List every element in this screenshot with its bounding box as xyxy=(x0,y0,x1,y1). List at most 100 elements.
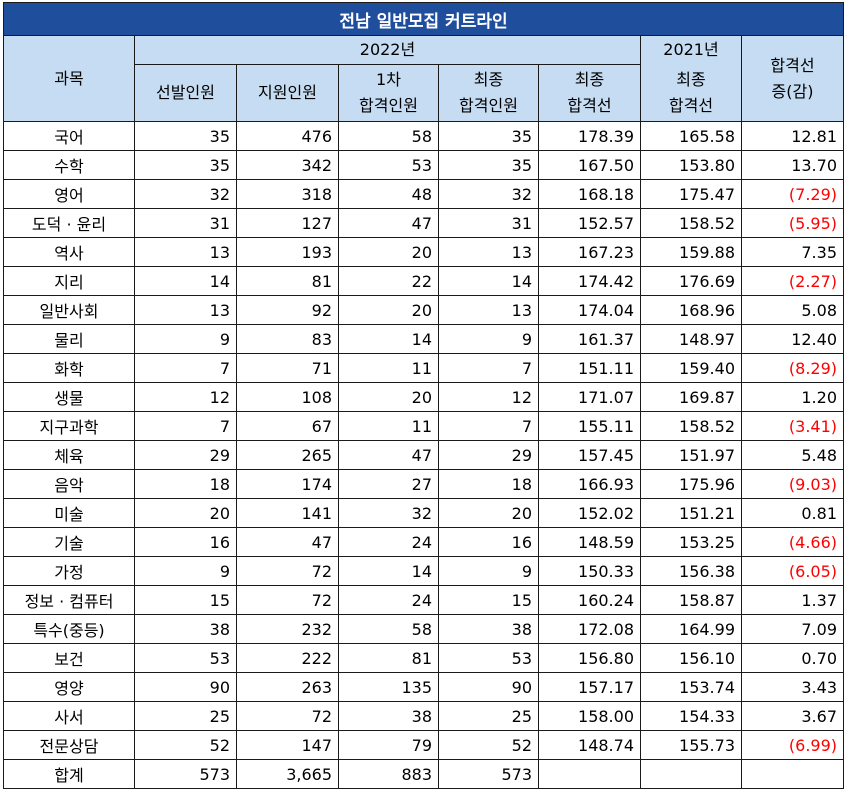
cell-final-cut-2022: 161.37 xyxy=(538,324,641,354)
header-final-pass: 최종 합격인원 xyxy=(438,64,539,122)
cell-selected: 15 xyxy=(134,585,237,615)
cell-final-cut-2022 xyxy=(538,759,641,789)
cell-applied: 71 xyxy=(236,353,339,383)
cell-first-pass: 47 xyxy=(338,440,439,470)
cell-final-cut-2022: 157.45 xyxy=(538,440,641,470)
cell-applied: 222 xyxy=(236,643,339,673)
cell-subject: 체육 xyxy=(3,440,135,470)
cell-final-cut-2021: 164.99 xyxy=(640,614,742,644)
cell-subject: 역사 xyxy=(3,237,135,267)
header-final-cut-2021-line2: 합격선 xyxy=(668,95,714,115)
cell-applied: 3,665 xyxy=(236,759,339,789)
cell-change: (5.95) xyxy=(741,208,844,238)
cell-selected: 35 xyxy=(134,150,237,180)
cell-final-cut-2021: 151.21 xyxy=(640,498,742,528)
cell-change: 3.67 xyxy=(741,701,844,731)
cell-final-cut-2022: 166.93 xyxy=(538,469,641,499)
cell-final-cut-2021: 159.40 xyxy=(640,353,742,383)
cell-final-cut-2021: 156.10 xyxy=(640,643,742,673)
table-row: 일반사회 13 92 20 13 174.04 168.96 5.08 xyxy=(3,295,844,325)
cell-applied: 92 xyxy=(236,295,339,325)
cell-final-cut-2021: 158.52 xyxy=(640,411,742,441)
cell-change: 1.37 xyxy=(741,585,844,615)
cell-selected: 53 xyxy=(134,643,237,673)
cell-first-pass: 47 xyxy=(338,208,439,238)
cell-final-pass: 29 xyxy=(438,440,539,470)
cell-change: (4.66) xyxy=(741,527,844,557)
cell-final-cut-2021: 169.87 xyxy=(640,382,742,412)
cell-applied: 318 xyxy=(236,179,339,209)
cell-final-cut-2021: 153.74 xyxy=(640,672,742,702)
cell-applied: 83 xyxy=(236,324,339,354)
cell-selected: 9 xyxy=(134,324,237,354)
header-change-line2: 증(감) xyxy=(771,81,814,101)
table-row: 물리 9 83 14 9 161.37 148.97 12.40 xyxy=(3,324,844,354)
cell-change: (2.27) xyxy=(741,266,844,296)
cell-final-cut-2021 xyxy=(640,759,742,789)
header-final-cut-2022-line2: 합격선 xyxy=(567,96,612,115)
table-row: 정보 · 컴퓨터 15 72 24 15 160.24 158.87 1.37 xyxy=(3,585,844,615)
cell-final-pass: 9 xyxy=(438,556,539,586)
cell-selected: 35 xyxy=(134,121,237,151)
cell-subject: 물리 xyxy=(3,324,135,354)
cell-selected: 29 xyxy=(134,440,237,470)
table-row: 전문상담 52 147 79 52 148.74 155.73 (6.99) xyxy=(3,730,844,760)
cell-selected: 573 xyxy=(134,759,237,789)
cell-first-pass: 27 xyxy=(338,469,439,499)
cell-change: (6.05) xyxy=(741,556,844,586)
cell-change: 0.81 xyxy=(741,498,844,528)
cell-final-cut-2021: 153.80 xyxy=(640,150,742,180)
cell-final-cut-2021: 176.69 xyxy=(640,266,742,296)
cell-selected: 32 xyxy=(134,179,237,209)
cutline-table: 전남 일반모집 커트라인 과목 2022년 2021년 합격선 증(감) 선발인… xyxy=(3,2,844,789)
cell-first-pass: 14 xyxy=(338,556,439,586)
header-first-pass: 1차 합격인원 xyxy=(338,64,439,122)
table-row: 도덕 · 윤리 31 127 47 31 152.57 158.52 (5.95) xyxy=(3,208,844,238)
cell-selected: 13 xyxy=(134,237,237,267)
table-row: 지구과학 7 67 11 7 155.11 158.52 (3.41) xyxy=(3,411,844,441)
cell-applied: 72 xyxy=(236,556,339,586)
header-year-2021: 2021년 xyxy=(640,35,742,65)
cell-applied: 342 xyxy=(236,150,339,180)
header-final-pass-line2: 합격인원 xyxy=(459,96,518,115)
cell-final-cut-2022: 160.24 xyxy=(538,585,641,615)
cell-change: 12.40 xyxy=(741,324,844,354)
cell-final-pass: 13 xyxy=(438,295,539,325)
cell-first-pass: 11 xyxy=(338,411,439,441)
cell-first-pass: 81 xyxy=(338,643,439,673)
cell-final-pass: 7 xyxy=(438,411,539,441)
cell-final-pass: 12 xyxy=(438,382,539,412)
header-first-pass-line2: 합격인원 xyxy=(359,96,418,115)
cell-applied: 72 xyxy=(236,701,339,731)
cell-first-pass: 53 xyxy=(338,150,439,180)
cell-change: 7.35 xyxy=(741,237,844,267)
cell-applied: 72 xyxy=(236,585,339,615)
table-row: 미술 20 141 32 20 152.02 151.21 0.81 xyxy=(3,498,844,528)
cell-final-cut-2022: 156.80 xyxy=(538,643,641,673)
cell-applied: 476 xyxy=(236,121,339,151)
cell-applied: 232 xyxy=(236,614,339,644)
table-row: 합계 573 3,665 883 573 xyxy=(3,759,844,789)
cell-selected: 90 xyxy=(134,672,237,702)
cell-final-cut-2021: 158.52 xyxy=(640,208,742,238)
header-final-cut-2022: 최종 합격선 xyxy=(538,64,641,122)
cell-subject: 미술 xyxy=(3,498,135,528)
cell-applied: 265 xyxy=(236,440,339,470)
cell-first-pass: 32 xyxy=(338,498,439,528)
cell-final-pass: 7 xyxy=(438,353,539,383)
cell-final-cut-2022: 148.59 xyxy=(538,527,641,557)
cell-final-cut-2022: 158.00 xyxy=(538,701,641,731)
table-row: 사서 25 72 38 25 158.00 154.33 3.67 xyxy=(3,701,844,731)
cell-selected: 14 xyxy=(134,266,237,296)
cell-final-cut-2022: 148.74 xyxy=(538,730,641,760)
cell-subject: 합계 xyxy=(3,759,135,789)
header-first-pass-line1: 1차 xyxy=(376,70,401,89)
cell-final-pass: 16 xyxy=(438,527,539,557)
cell-subject: 음악 xyxy=(3,469,135,499)
cell-subject: 화학 xyxy=(3,353,135,383)
table-row: 가정 9 72 14 9 150.33 156.38 (6.05) xyxy=(3,556,844,586)
table-row: 체육 29 265 47 29 157.45 151.97 5.48 xyxy=(3,440,844,470)
cell-selected: 7 xyxy=(134,353,237,383)
cell-first-pass: 20 xyxy=(338,382,439,412)
cell-first-pass: 20 xyxy=(338,237,439,267)
